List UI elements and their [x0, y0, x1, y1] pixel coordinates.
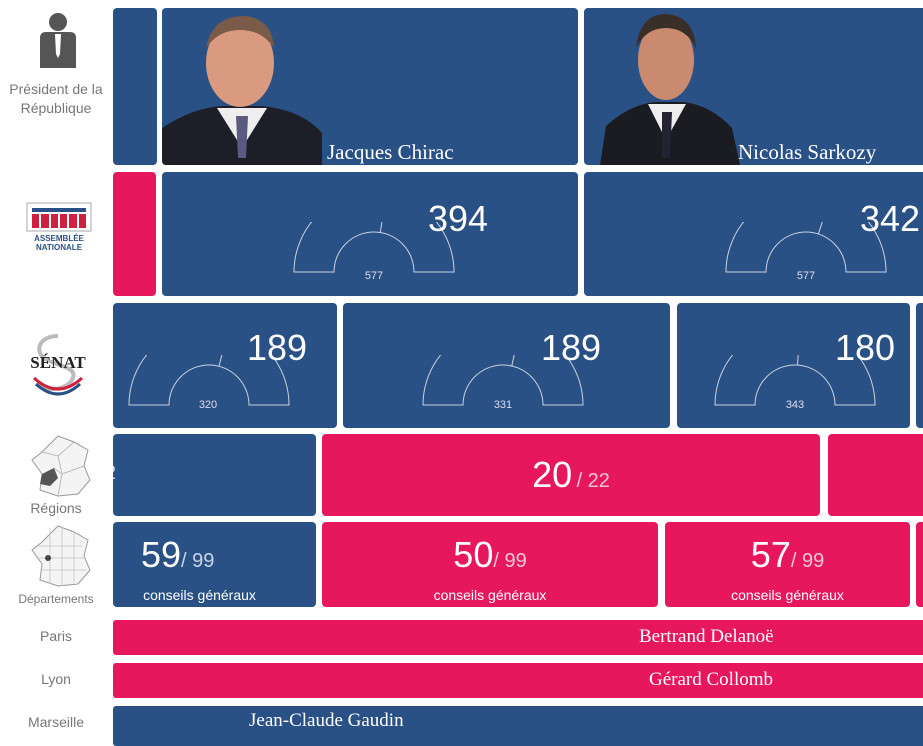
senat-logo-text: SÉNAT [30, 353, 86, 372]
regions-map [28, 434, 92, 498]
seats: 189 [247, 327, 307, 369]
mayor-cell: Bertrand Delanoë [113, 620, 923, 655]
assemblee-building [24, 200, 94, 234]
departements-caption: conseils généraux [113, 587, 316, 603]
gauge-needle [219, 355, 229, 366]
assemblee-cell [113, 172, 156, 296]
senat-cell: 189 331 [343, 303, 670, 428]
regions-label: Régions [0, 500, 112, 516]
regions-count: 20 [532, 454, 572, 495]
departements-label: Départements [0, 592, 112, 606]
portrait [600, 8, 740, 165]
city-label: Marseille [0, 714, 112, 730]
seats: 394 [428, 198, 488, 240]
departements-count: 57 [751, 534, 791, 575]
total-seats: 320 [188, 399, 228, 411]
departements-count: 50 [453, 534, 493, 575]
gauge-needle [380, 222, 386, 232]
page: Président de la République ASSEMBLÉENATI… [0, 0, 923, 735]
president-name: Jacques Chirac [327, 140, 454, 165]
departements-value: 59/ 99 [141, 534, 214, 576]
departements-caption: conseils généraux [665, 587, 910, 603]
departements-cell: 50/ 99 conseils généraux [322, 522, 658, 607]
president-cell: Nicolas Sarkozy [584, 8, 923, 165]
president-label: Président de la République [0, 80, 112, 118]
departements-count: 59 [141, 534, 181, 575]
regions-cell: 2 [113, 434, 316, 516]
departements-cell: 57/ 99 conseils généraux [665, 522, 910, 607]
departements-value: 50/ 99 [322, 534, 658, 576]
gauge-needle [798, 355, 801, 365]
regions-total: / 22 [577, 470, 610, 492]
seats: 180 [835, 327, 895, 369]
president-cell: Jacques Chirac [162, 8, 578, 165]
seats: 189 [541, 327, 601, 369]
total-seats: 343 [775, 399, 815, 411]
senat-cell: 189 320 [113, 303, 337, 428]
departements-cell [916, 522, 923, 607]
regions-value: 20 / 22 [322, 454, 820, 496]
president-name: Nicolas Sarkozy [738, 140, 876, 165]
assemblee-cell: 342 577 [584, 172, 923, 296]
mayor-name: Bertrand Delanoë [639, 626, 774, 648]
mayor-cell: Jean-Claude Gaudin [113, 706, 923, 746]
gauge-needle [818, 222, 830, 234]
senat-logo: SÉNAT [20, 330, 96, 402]
senat-cell [916, 303, 923, 428]
portrait [162, 8, 322, 165]
departements-total: / 99 [181, 550, 214, 572]
assemblee-logo-line: ASSEMBLÉE [34, 234, 84, 243]
departements-value: 57/ 99 [665, 534, 910, 576]
regions-cell: 20 / 22 [322, 434, 820, 516]
total-seats: 331 [483, 399, 523, 411]
departements-total: / 99 [493, 550, 526, 572]
city-label: Lyon [0, 671, 112, 687]
departements-total: / 99 [791, 550, 824, 572]
president-icon [36, 12, 80, 68]
mayor-name: Jean-Claude Gaudin [249, 710, 404, 732]
assemblee-logo-line: NATIONALE [36, 243, 82, 252]
city-label: Paris [0, 628, 112, 644]
departements-map [28, 524, 92, 588]
regions-partial: 2 [113, 462, 116, 485]
gauge-needle [512, 355, 521, 366]
departements-caption: conseils généraux [322, 587, 658, 603]
president-cell [113, 8, 157, 165]
mayor-name: Gérard Collomb [649, 669, 773, 691]
total-seats: 577 [786, 270, 826, 282]
seats: 342 [860, 198, 920, 240]
assemblee-cell: 394 577 [162, 172, 578, 296]
total-seats: 577 [354, 270, 394, 282]
departements-cell: 59/ 99 conseils généraux [113, 522, 316, 607]
senat-cell: 180 343 [677, 303, 910, 428]
mayor-cell: Gérard Collomb [113, 663, 923, 698]
regions-cell [828, 434, 923, 516]
